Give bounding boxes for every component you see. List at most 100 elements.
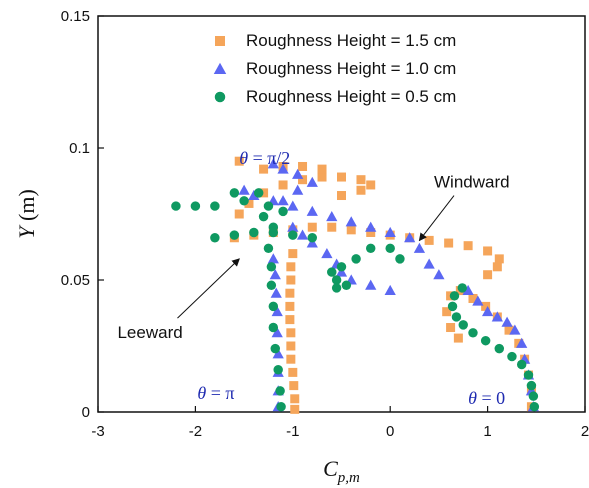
data-point	[258, 211, 269, 222]
data-point	[331, 283, 342, 293]
data-point	[286, 354, 296, 364]
data-point	[210, 201, 220, 211]
data-point	[278, 180, 288, 190]
data-point	[491, 311, 503, 322]
data-point	[395, 254, 405, 264]
y-tick-label: 0	[82, 404, 90, 421]
data-point	[306, 176, 318, 187]
theta-annotation: θ = π	[197, 383, 234, 403]
x-tick-label: -3	[91, 423, 104, 440]
data-point	[290, 394, 300, 404]
y-tick-label: 0.1	[69, 140, 90, 157]
data-point	[356, 185, 366, 195]
data-point	[346, 225, 356, 235]
data-point	[248, 189, 260, 201]
legend-label: Roughness Height = 1.0 cm	[246, 59, 456, 78]
data-point	[272, 348, 284, 359]
data-point	[286, 341, 296, 351]
data-point	[507, 351, 517, 362]
data-point	[449, 291, 460, 301]
data-point	[516, 337, 528, 348]
data-point	[481, 306, 494, 317]
data-point	[384, 226, 396, 237]
data-point	[337, 191, 346, 201]
data-point	[337, 172, 346, 182]
data-point	[276, 401, 286, 412]
data-point	[292, 168, 304, 179]
data-point	[253, 188, 264, 198]
x-axis-title: Cp,m	[323, 456, 360, 486]
data-point	[271, 306, 283, 317]
x-tick-label: 2	[581, 423, 589, 440]
data-point	[210, 233, 220, 243]
data-point	[404, 232, 416, 243]
theta-value: = π/2	[248, 148, 290, 168]
data-point	[365, 221, 377, 232]
data-point	[259, 188, 269, 198]
data-point	[277, 195, 289, 206]
region-annotation: Windward	[434, 173, 510, 192]
data-point	[345, 216, 357, 227]
data-point	[384, 284, 396, 296]
legend-label: Roughness Height = 1.5 cm	[246, 31, 456, 50]
legend-marker	[214, 91, 226, 103]
data-point	[341, 280, 352, 291]
region-annotation: Leeward	[117, 323, 182, 342]
annotations: θ = π/2 θ = π θ = 0 Windward Leeward	[117, 148, 509, 408]
data-point	[239, 196, 249, 206]
data-point	[268, 301, 279, 312]
data-point	[307, 222, 317, 232]
data-point	[468, 328, 478, 338]
data-point	[462, 284, 474, 296]
annotation-arrow	[418, 195, 455, 242]
data-point	[238, 184, 250, 195]
data-point	[504, 325, 514, 335]
series-circle	[171, 188, 540, 412]
data-point	[351, 254, 361, 264]
legend-label: Roughness Height = 0.5 cm	[246, 87, 456, 106]
data-point	[472, 295, 484, 306]
data-point	[266, 262, 277, 272]
data-point	[234, 209, 244, 219]
theta-annotation: θ = 0	[468, 388, 505, 408]
data-point	[267, 253, 279, 264]
data-point	[385, 243, 395, 254]
data-point	[286, 275, 296, 285]
data-point	[270, 343, 280, 354]
data-point	[509, 324, 521, 335]
data-point	[288, 230, 298, 240]
data-point	[286, 328, 296, 338]
data-point	[451, 312, 462, 322]
legend-marker	[215, 36, 225, 46]
x-tick-label: -1	[286, 423, 299, 440]
data-point	[457, 283, 468, 293]
data-point	[446, 323, 456, 333]
data-point	[269, 269, 281, 280]
data-point	[331, 275, 342, 285]
data-point	[516, 359, 527, 370]
data-point	[287, 221, 299, 232]
x-tick-label: -2	[189, 423, 202, 440]
data-point	[413, 242, 426, 253]
annotation-arrow	[177, 258, 240, 319]
y-tick-label: 0.05	[61, 272, 90, 289]
axis-titles: Cp,m Y (m)	[14, 189, 360, 486]
data-point	[424, 235, 434, 245]
data-point	[529, 401, 540, 412]
data-point	[366, 180, 376, 190]
data-point	[285, 288, 295, 298]
data-point	[307, 233, 318, 243]
data-point	[468, 293, 478, 303]
axis-ticks: -3 -2 -1 0 1 2 0 0.05 0.1 0.15	[61, 8, 589, 440]
data-point	[289, 381, 299, 391]
theta-symbol: θ	[239, 148, 248, 168]
data-point	[483, 246, 493, 256]
data-point	[458, 320, 468, 330]
data-point	[234, 156, 244, 166]
theta-value: = π	[206, 383, 234, 403]
data-point	[317, 172, 327, 182]
data-point	[266, 280, 277, 291]
data-point	[501, 316, 513, 327]
data-point	[259, 164, 269, 174]
